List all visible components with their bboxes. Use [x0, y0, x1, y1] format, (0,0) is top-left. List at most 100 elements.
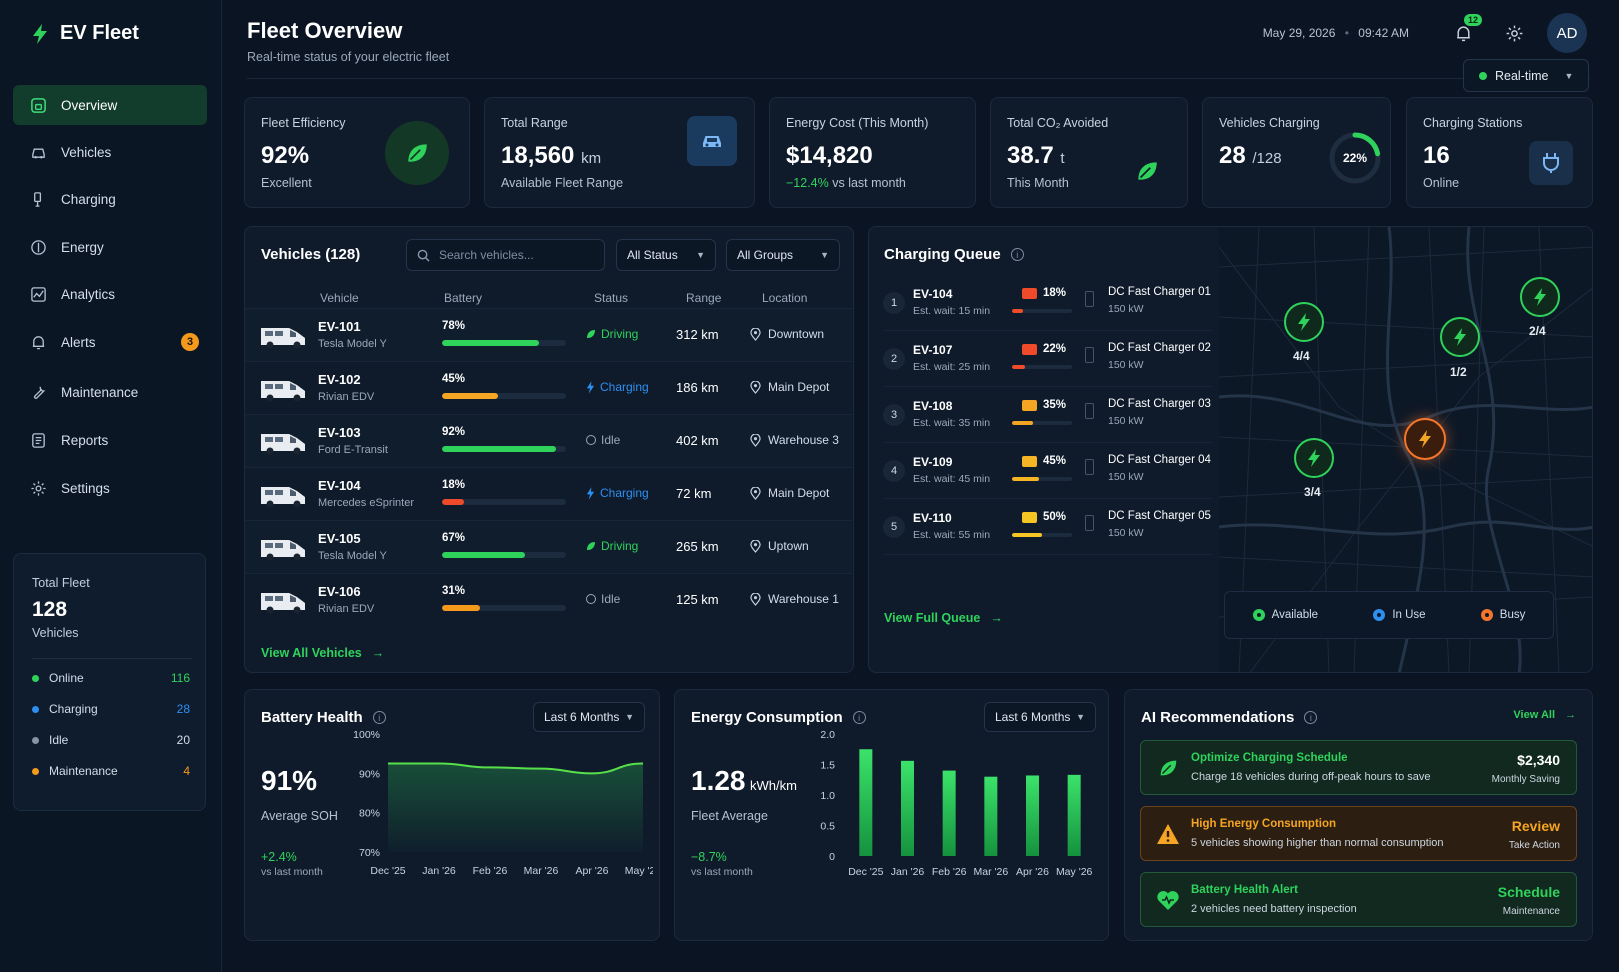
kpi-energy-cost[interactable]: Energy Cost (This Month) $14,820 −12.4% … — [769, 97, 976, 208]
vehicle-status: Charging — [586, 380, 649, 394]
queue-wait: Est. wait: 25 min — [913, 361, 991, 373]
y-tick-label: 70% — [359, 847, 380, 859]
wrench-icon — [29, 383, 47, 401]
queue-battery: 50% — [1022, 511, 1066, 523]
status-label: Charging — [600, 486, 649, 500]
vehicle-location: Main Depot — [750, 486, 829, 500]
search-icon — [417, 249, 430, 262]
sidebar-item-charging[interactable]: Charging — [13, 179, 207, 219]
battery-bar — [442, 605, 566, 611]
queue-item[interactable]: 3 EV-108 Est. wait: 35 min 35% DC Fast Charg… — [883, 389, 1213, 443]
table-row[interactable]: EV-102 Rivian EDV 45% Charging 186 km Main De… — [245, 361, 852, 414]
kpi-charging-stations[interactable]: Charging Stations 16 Online — [1406, 97, 1593, 208]
app-logo[interactable]: EV Fleet — [30, 22, 139, 45]
battery-bar-fill — [442, 552, 526, 558]
sidebar-item-alerts[interactable]: Alerts 3 — [13, 322, 207, 362]
info-icon[interactable]: i — [372, 711, 386, 724]
bell-icon — [1456, 26, 1470, 41]
kpi-total-range[interactable]: Total Range 18,560 km Available Fleet Ra… — [484, 97, 755, 208]
column-header-range[interactable]: Range — [686, 291, 722, 305]
fleet-row-value: 20 — [176, 733, 190, 747]
queue-battery-percent: 22% — [1043, 343, 1067, 355]
realtime-dropdown[interactable]: Real-time ▼ — [1463, 59, 1589, 92]
energy-value: 1.28 kWh/km — [691, 765, 797, 797]
column-header-status[interactable]: Status — [594, 291, 629, 305]
column-header-vehicle[interactable]: Vehicle — [320, 291, 359, 305]
kpi-vehicles-charging[interactable]: Vehicles Charging 28 /128 22% — [1202, 97, 1391, 208]
table-row[interactable]: EV-103 Ford E-Transit 92% Idle 402 km Warehou… — [245, 414, 852, 467]
energy-consumption-chart[interactable]: 2.0 1.5 1.0 0.5 0 Dec '25 Jan '26 Feb '26 Mar '2… — [805, 730, 1103, 920]
search-input[interactable]: Search vehicles... — [406, 239, 605, 271]
kpi-co2-avoided[interactable]: Total CO₂ Avoided 38.7 t This Month — [990, 97, 1188, 208]
bell-icon — [29, 333, 47, 351]
view-full-queue-link[interactable]: View Full Queue → — [884, 611, 1003, 625]
battery-period-dropdown[interactable]: Last 6 Months ▼ — [533, 702, 645, 732]
legend-dot — [1373, 609, 1386, 621]
sidebar-item-energy[interactable]: Energy — [13, 227, 207, 267]
y-tick-label: 90% — [359, 768, 380, 780]
queue-item[interactable]: 4 EV-109 Est. wait: 45 min 45% DC Fast Charg… — [883, 445, 1213, 499]
queue-item[interactable]: 1 EV-104 Est. wait: 15 min 18% DC Fast Charg… — [883, 277, 1213, 331]
queue-battery-fill — [1012, 533, 1042, 537]
fleet-row-label: Maintenance — [49, 764, 118, 778]
queue-item[interactable]: 5 EV-110 Est. wait: 55 min 50% DC Fast Charg… — [883, 501, 1213, 555]
charging-queue-title: Charging Queue — [884, 246, 1001, 263]
sidebar-item-reports[interactable]: Reports — [13, 420, 207, 460]
station-marker-busy[interactable] — [1404, 418, 1446, 460]
table-row[interactable]: EV-104 Mercedes eSprinter 18% Charging 72 km… — [245, 467, 852, 520]
sidebar-item-overview[interactable]: Overview — [13, 85, 207, 125]
legend-label: Busy — [1499, 609, 1526, 621]
queue-wait: Est. wait: 15 min — [913, 305, 991, 317]
station-marker[interactable] — [1284, 302, 1324, 342]
battery-icon — [1022, 287, 1037, 299]
queue-wait: Est. wait: 35 min — [913, 417, 991, 429]
status-filter-dropdown[interactable]: All Status ▼ — [616, 239, 716, 271]
group-filter-dropdown[interactable]: All Groups ▼ — [726, 239, 840, 271]
battery-health-chart[interactable]: 100% 90% 80% 70% Dec '25 Jan '26 Feb '26 Mar '2… — [353, 730, 653, 920]
user-avatar[interactable]: AD — [1547, 13, 1587, 53]
fleet-row-idle: Idle 20 — [32, 733, 190, 747]
info-icon[interactable]: i — [1010, 248, 1024, 261]
station-marker[interactable] — [1440, 317, 1480, 357]
x-tick-label: Jan '26 — [891, 866, 925, 878]
table-row[interactable]: EV-105 Tesla Model Y 67% Driving 265 km Uptow… — [245, 520, 852, 573]
energy-period-dropdown[interactable]: Last 6 Months ▼ — [984, 702, 1096, 732]
view-all-label: View All — [1513, 709, 1555, 721]
recommendation-sub: Monthly Saving — [1491, 774, 1560, 785]
kpi-fleet-efficiency[interactable]: Fleet Efficiency 92% Excellent — [244, 97, 470, 208]
table-row[interactable]: EV-101 Tesla Model Y 78% Driving 312 km Downt… — [245, 308, 852, 361]
info-icon[interactable]: i — [1304, 711, 1318, 724]
recommendation-card[interactable]: High Energy Consumption 5 vehicles showi… — [1140, 806, 1577, 861]
station-marker[interactable] — [1294, 438, 1334, 478]
table-row[interactable]: EV-106 Rivian EDV 31% Idle 125 km Warehouse 1 — [245, 573, 852, 626]
sidebar-item-vehicles[interactable]: Vehicles — [13, 132, 207, 172]
status-dot — [32, 674, 39, 682]
recommendation-card[interactable]: Battery Health Alert 2 vehicles need bat… — [1140, 872, 1577, 927]
ring-label: 22% — [1343, 151, 1367, 165]
group-filter-value: All Groups — [737, 248, 794, 262]
column-header-location[interactable]: Location — [762, 291, 808, 305]
vehicle-id: EV-106 — [318, 584, 361, 599]
app-name: EV Fleet — [60, 22, 139, 44]
view-all-recommendations-link[interactable]: View All → — [1513, 709, 1576, 721]
battery-bar-fill — [442, 605, 481, 611]
info-icon[interactable]: i — [852, 711, 866, 724]
recommendation-card[interactable]: Optimize Charging Schedule Charge 18 veh… — [1140, 740, 1577, 795]
kpi-unit: /128 — [1252, 150, 1282, 167]
x-tick-label: May '26 — [625, 865, 653, 877]
view-all-vehicles-link[interactable]: View All Vehicles → — [261, 646, 384, 660]
energy-consumption-panel: Energy Consumption i Last 6 Months ▼ 1.2… — [674, 689, 1109, 941]
fleet-row-online: Online 116 — [32, 671, 190, 685]
settings-button[interactable] — [1499, 18, 1529, 48]
sidebar-item-maintenance[interactable]: Maintenance — [13, 372, 207, 412]
notifications-button[interactable]: 12 — [1448, 14, 1483, 48]
charger-plug-icon — [1085, 347, 1094, 363]
vehicle-status: Idle — [586, 592, 620, 606]
sidebar-item-label: Charging — [61, 191, 116, 207]
sidebar-item-settings[interactable]: Settings — [13, 468, 207, 508]
column-header-battery[interactable]: Battery — [444, 291, 483, 305]
station-marker[interactable] — [1520, 277, 1560, 317]
sidebar-item-analytics[interactable]: Analytics — [13, 274, 207, 314]
queue-item[interactable]: 2 EV-107 Est. wait: 25 min 22% DC Fast Charg… — [883, 333, 1213, 387]
lightning-icon — [1419, 430, 1431, 448]
